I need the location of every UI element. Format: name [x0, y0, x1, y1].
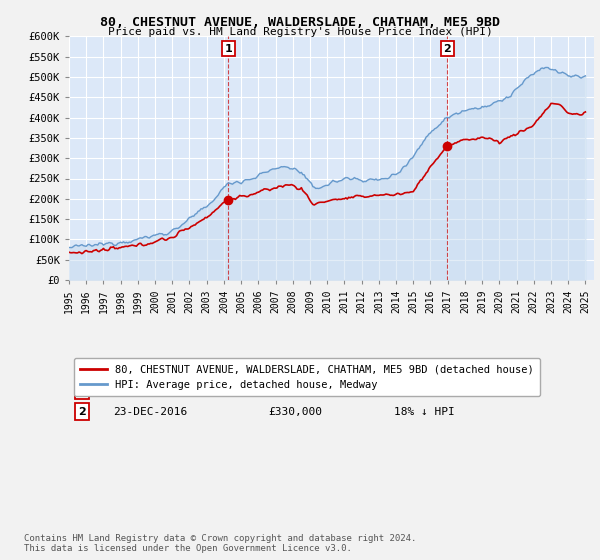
Text: 1: 1 — [224, 44, 232, 54]
Text: 2: 2 — [78, 407, 86, 417]
Text: 80, CHESTNUT AVENUE, WALDERSLADE, CHATHAM, ME5 9BD: 80, CHESTNUT AVENUE, WALDERSLADE, CHATHA… — [100, 16, 500, 29]
Text: 2: 2 — [443, 44, 451, 54]
Text: 1: 1 — [78, 386, 86, 396]
Legend: 80, CHESTNUT AVENUE, WALDERSLADE, CHATHAM, ME5 9BD (detached house), HPI: Averag: 80, CHESTNUT AVENUE, WALDERSLADE, CHATHA… — [74, 358, 540, 396]
Text: 18% ↓ HPI: 18% ↓ HPI — [395, 407, 455, 417]
Text: £198,000: £198,000 — [269, 386, 323, 396]
Text: Contains HM Land Registry data © Crown copyright and database right 2024.
This d: Contains HM Land Registry data © Crown c… — [24, 534, 416, 553]
Text: £330,000: £330,000 — [269, 407, 323, 417]
Text: 23-DEC-2016: 23-DEC-2016 — [113, 407, 188, 417]
Text: 17% ↓ HPI: 17% ↓ HPI — [395, 386, 455, 396]
Text: Price paid vs. HM Land Registry's House Price Index (HPI): Price paid vs. HM Land Registry's House … — [107, 27, 493, 37]
Text: 31-MAR-2004: 31-MAR-2004 — [113, 386, 188, 396]
